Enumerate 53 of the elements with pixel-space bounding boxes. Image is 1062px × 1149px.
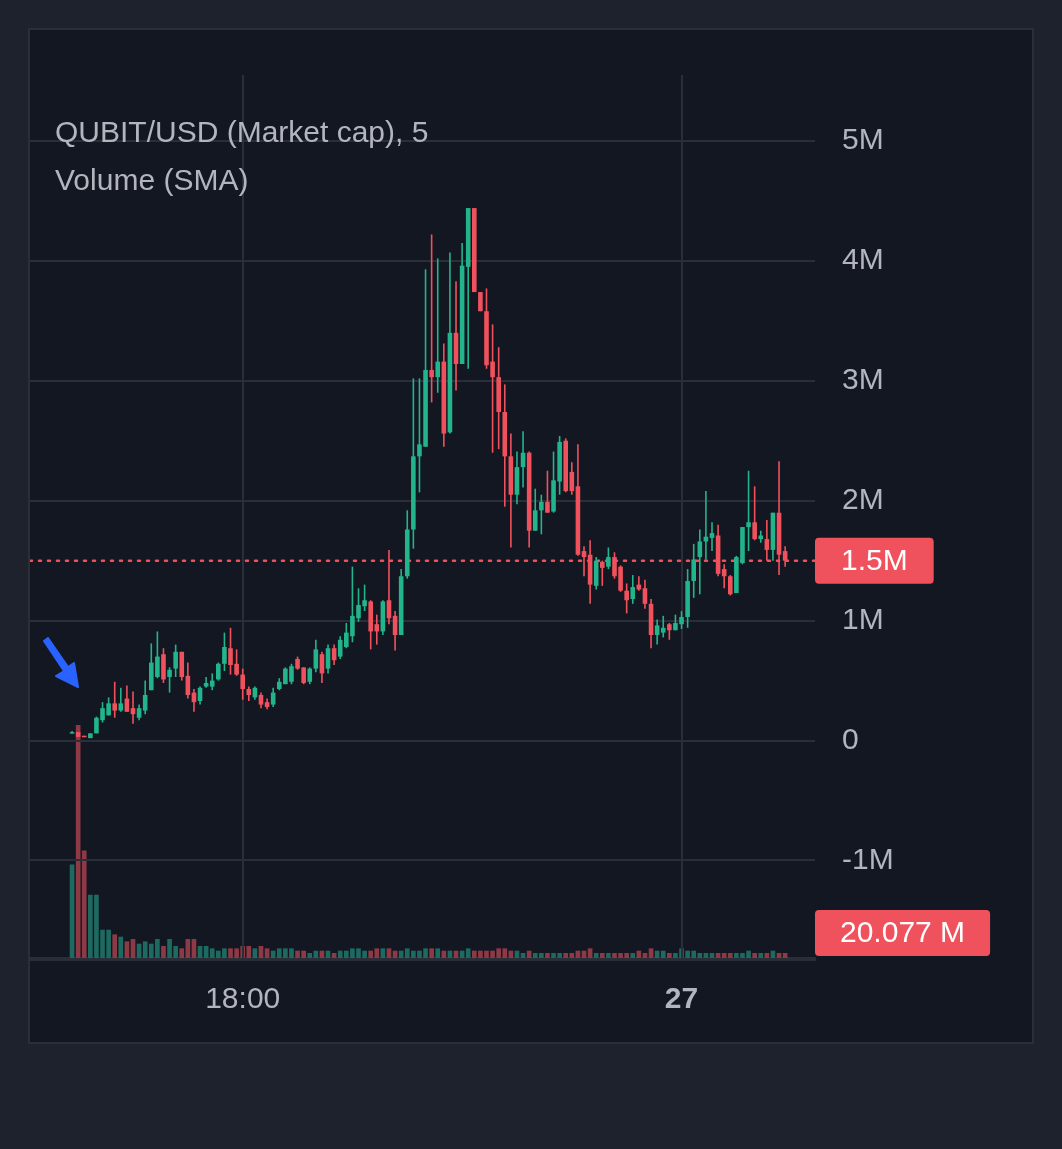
x-tick-label: 27 [664, 981, 699, 1015]
candlestick [313, 639, 319, 673]
y-tick-label: 1M [842, 601, 884, 635]
candlestick [727, 574, 733, 597]
candlestick [746, 469, 751, 552]
bar [545, 953, 550, 958]
bar [599, 953, 605, 958]
bar [660, 950, 666, 958]
candlestick [240, 667, 246, 701]
candlestick [112, 680, 118, 719]
candlestick [429, 233, 434, 404]
bar [429, 948, 434, 958]
candlestick [654, 618, 660, 646]
candlestick [660, 615, 666, 639]
candlestick [118, 686, 124, 713]
candlestick [752, 485, 757, 542]
bar [118, 936, 124, 958]
candlestick [435, 257, 441, 394]
candlestick [222, 631, 227, 672]
y-tick-label: 4M [842, 242, 884, 276]
candlestick [606, 546, 611, 570]
bar [630, 953, 636, 958]
text: Volume (SMA) [55, 163, 249, 196]
candlestick [630, 574, 636, 605]
bar [593, 953, 599, 958]
y-tick-label: 5M [842, 122, 884, 156]
candlestick [167, 666, 172, 694]
y-tick-label: 0 [842, 721, 859, 755]
ref-line-label: 1.5M [841, 542, 908, 576]
bar [161, 946, 166, 958]
bar [307, 953, 313, 958]
bar [112, 934, 118, 958]
x-tick-label: 18:00 [205, 981, 281, 1015]
candlestick [539, 493, 544, 536]
y-tick-label: 2M [842, 481, 884, 515]
bar [179, 948, 185, 958]
y-tick-label: -1M [842, 841, 894, 875]
candlestick [532, 487, 538, 532]
bar [752, 953, 757, 958]
candlestick [709, 521, 715, 552]
bar [435, 948, 441, 958]
candlestick [624, 582, 629, 615]
bar [465, 948, 471, 958]
bar [667, 953, 672, 958]
bar [758, 953, 764, 958]
text: QUBIT/USD (Market cap), 5 [55, 115, 429, 148]
candlestick [691, 543, 697, 599]
bar [606, 953, 611, 958]
candlestick [173, 643, 178, 678]
text: 20.077 M [840, 915, 966, 949]
y-tick-label: 3M [842, 362, 884, 396]
candlestick [545, 469, 550, 514]
bar [81, 850, 87, 958]
